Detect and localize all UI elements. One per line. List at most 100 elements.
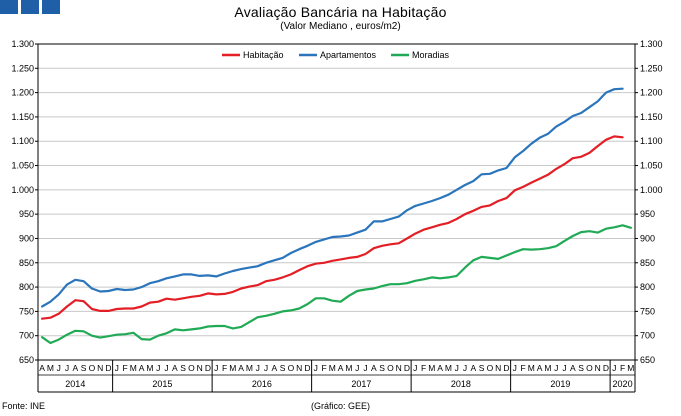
x-month-label: J bbox=[164, 363, 168, 373]
x-month-label: J bbox=[455, 363, 459, 373]
x-month-label: M bbox=[445, 363, 452, 373]
x-month-label: M bbox=[146, 363, 153, 373]
x-month-label: J bbox=[612, 363, 616, 373]
x-month-label: N bbox=[595, 363, 601, 373]
x-month-label: A bbox=[72, 363, 78, 373]
x-month-label: N bbox=[396, 363, 402, 373]
x-month-label: N bbox=[495, 363, 501, 373]
x-month-label: D bbox=[503, 363, 509, 373]
x-month-label: J bbox=[463, 363, 467, 373]
x-month-label: A bbox=[271, 363, 277, 373]
x-month-label: S bbox=[479, 363, 485, 373]
x-month-label: O bbox=[487, 363, 494, 373]
y-tick-label-right: 1.100 bbox=[640, 136, 663, 146]
y-tick-label-right: 850 bbox=[640, 258, 655, 268]
y-tick-label-left: 1.200 bbox=[11, 88, 34, 98]
x-month-label: A bbox=[139, 363, 145, 373]
x-month-label: F bbox=[520, 363, 525, 373]
legend-label: Habitação bbox=[243, 50, 284, 60]
x-month-label: N bbox=[97, 363, 103, 373]
x-month-label: F bbox=[620, 363, 625, 373]
x-month-label: M bbox=[47, 363, 54, 373]
x-month-label: J bbox=[413, 363, 417, 373]
x-month-label: M bbox=[544, 363, 551, 373]
x-month-label: S bbox=[379, 363, 385, 373]
y-tick-label-right: 750 bbox=[640, 306, 655, 316]
logo-block bbox=[42, 0, 60, 14]
x-month-label: O bbox=[288, 363, 295, 373]
x-month-label: D bbox=[404, 363, 410, 373]
x-month-label: J bbox=[264, 363, 268, 373]
x-month-label: M bbox=[229, 363, 236, 373]
x-month-label: O bbox=[586, 363, 593, 373]
y-tick-label-left: 1.300 bbox=[11, 39, 34, 49]
x-month-label: J bbox=[214, 363, 218, 373]
y-tick-label-left: 700 bbox=[19, 331, 34, 341]
x-month-label: A bbox=[537, 363, 543, 373]
x-month-label: J bbox=[562, 363, 566, 373]
x-month-label: J bbox=[554, 363, 558, 373]
x-month-label: F bbox=[421, 363, 426, 373]
x-month-label: M bbox=[528, 363, 535, 373]
y-tick-label-left: 900 bbox=[19, 233, 34, 243]
x-month-label: A bbox=[470, 363, 476, 373]
x-month-label: J bbox=[363, 363, 367, 373]
legend-label: Moradias bbox=[412, 50, 450, 60]
x-month-label: O bbox=[188, 363, 195, 373]
x-month-label: A bbox=[338, 363, 344, 373]
x-month-label: D bbox=[205, 363, 211, 373]
x-month-label: A bbox=[238, 363, 244, 373]
source-note: Fonte: INE bbox=[2, 401, 46, 411]
y-tick-label-right: 1.300 bbox=[640, 39, 663, 49]
x-month-label: S bbox=[180, 363, 186, 373]
x-month-label: S bbox=[81, 363, 87, 373]
series-line bbox=[40, 87, 624, 308]
x-month-label: M bbox=[345, 363, 352, 373]
y-tick-label-left: 1.050 bbox=[11, 161, 34, 171]
x-year-label: 2018 bbox=[451, 379, 471, 389]
y-tick-label-left: 1.150 bbox=[11, 112, 34, 122]
x-month-label: J bbox=[57, 363, 61, 373]
x-month-label: F bbox=[122, 363, 127, 373]
chart-credit: (Gráfico: GEE) bbox=[310, 401, 370, 411]
x-month-label: J bbox=[115, 363, 119, 373]
x-month-label: S bbox=[280, 363, 286, 373]
y-tick-label-right: 1.250 bbox=[640, 63, 663, 73]
x-month-label: A bbox=[172, 363, 178, 373]
logo-block bbox=[21, 0, 39, 14]
x-month-label: A bbox=[39, 363, 45, 373]
x-month-label: O bbox=[387, 363, 394, 373]
x-month-label: D bbox=[603, 363, 609, 373]
x-month-label: J bbox=[314, 363, 318, 373]
x-month-label: A bbox=[371, 363, 377, 373]
y-tick-label-right: 900 bbox=[640, 233, 655, 243]
x-month-label: J bbox=[513, 363, 517, 373]
x-year-label: 2016 bbox=[252, 379, 272, 389]
legend-label: Apartamentos bbox=[320, 50, 377, 60]
x-month-label: J bbox=[355, 363, 359, 373]
x-month-label: A bbox=[570, 363, 576, 373]
y-tick-label-right: 1.000 bbox=[640, 185, 663, 195]
x-month-label: M bbox=[627, 363, 634, 373]
x-year-label: 2015 bbox=[152, 379, 172, 389]
y-tick-label-right: 650 bbox=[640, 355, 655, 365]
x-month-label: M bbox=[428, 363, 435, 373]
x-month-label: M bbox=[329, 363, 336, 373]
x-year-label: 2017 bbox=[351, 379, 371, 389]
x-month-label: J bbox=[65, 363, 69, 373]
y-tick-label-right: 1.050 bbox=[640, 161, 663, 171]
x-month-label: A bbox=[437, 363, 443, 373]
y-tick-label-right: 1.150 bbox=[640, 112, 663, 122]
chart-title: Avaliação Bancária na Habitação bbox=[234, 4, 447, 20]
x-year-label: 2014 bbox=[65, 379, 85, 389]
x-month-label: D bbox=[105, 363, 111, 373]
y-tick-label-right: 800 bbox=[640, 282, 655, 292]
y-tick-label-left: 1.250 bbox=[11, 63, 34, 73]
x-month-label: M bbox=[130, 363, 137, 373]
x-month-label: D bbox=[304, 363, 310, 373]
y-tick-label-left: 650 bbox=[19, 355, 34, 365]
y-tick-label-left: 850 bbox=[19, 258, 34, 268]
x-month-label: J bbox=[156, 363, 160, 373]
logo-block bbox=[0, 0, 18, 14]
y-tick-label-left: 950 bbox=[19, 209, 34, 219]
